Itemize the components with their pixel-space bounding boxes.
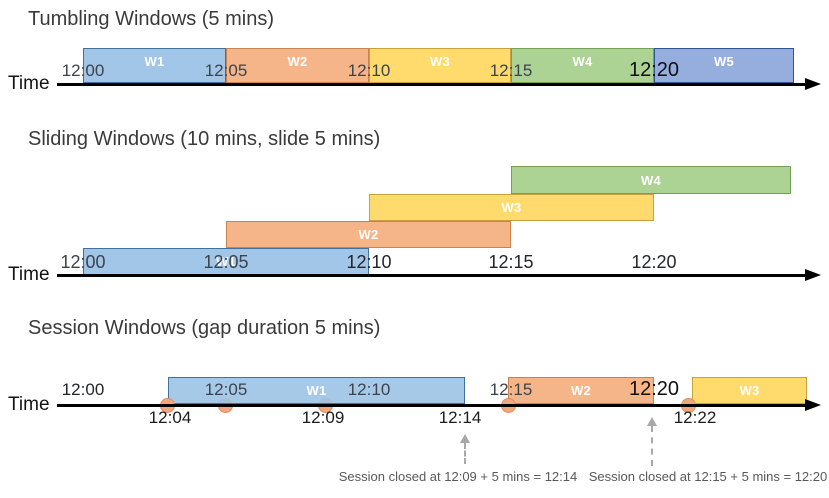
window-label: W1	[306, 383, 327, 398]
session-close-annotation: Session closed at 12:15 + 5 mins = 12:20	[588, 469, 828, 484]
sliding-section-title: Sliding Windows (10 mins, slide 5 mins)	[28, 128, 381, 150]
event-time-label: 12:14	[438, 408, 482, 427]
session-window-w3: W3	[692, 377, 807, 404]
session-window-w2: W2	[508, 377, 654, 404]
sliding-axis-arrow-icon	[805, 269, 821, 281]
sliding-window-w1: W1	[83, 248, 369, 275]
window-label: W3	[739, 383, 760, 398]
window-label: W2	[570, 383, 592, 398]
time-tick: 12:15	[488, 252, 534, 272]
time-tick: 12:10	[346, 252, 392, 272]
time-tick: 12:05	[204, 380, 248, 399]
tumbling-time-axis	[57, 83, 806, 86]
time-tick: 12:20	[631, 252, 677, 272]
time-tick: 12:15	[489, 61, 533, 80]
window-label: W5	[713, 54, 735, 69]
time-tick: 12:00	[60, 252, 106, 272]
window-label: W2	[358, 227, 379, 242]
arrow-head-icon	[460, 434, 470, 443]
window-label: W4	[640, 172, 662, 188]
session-close-arrow-icon	[459, 434, 471, 464]
tumbling-window-w2: W2	[226, 48, 369, 83]
tumbling-window-w1: W1	[83, 48, 226, 83]
time-tick: 12:05	[203, 252, 249, 272]
tumbling-time-axis-label: Time	[8, 73, 50, 94]
window-label: W3	[429, 54, 451, 69]
sliding-window-w2: W2	[226, 221, 511, 248]
sliding-time-axis-label: Time	[8, 264, 50, 285]
tumbling-window-w3: W3	[369, 48, 511, 83]
time-tick: 12:15	[489, 380, 533, 399]
session-time-axis	[57, 404, 806, 407]
session-section-title: Session Windows (gap duration 5 mins)	[28, 317, 381, 339]
arrow-line	[651, 426, 653, 466]
session-window-w1: W1	[168, 377, 465, 404]
time-tick: 12:10	[347, 61, 391, 80]
sliding-window-w3: W3	[369, 194, 654, 221]
window-label: W4	[572, 54, 593, 69]
session-axis-arrow-icon	[805, 399, 821, 411]
window-label: W2	[287, 54, 308, 69]
time-tick: 12:00	[61, 61, 105, 80]
event-time-label: 12:04	[148, 408, 192, 427]
window-label: W1	[144, 54, 165, 69]
window-label: W3	[501, 200, 522, 215]
session-close-annotation: Session closed at 12:09 + 5 mins = 12:14	[338, 469, 578, 484]
session-time-axis-label: Time	[8, 394, 50, 415]
window-label: W1	[215, 254, 237, 269]
event-time-label: 12:22	[673, 408, 717, 427]
arrow-head-icon	[647, 417, 657, 426]
tumbling-axis-arrow-icon	[805, 78, 821, 90]
sliding-time-axis	[57, 274, 806, 277]
tumbling-section-title: Tumbling Windows (5 mins)	[28, 8, 274, 30]
arrow-line	[464, 443, 466, 464]
time-tick: 12:05	[204, 61, 248, 80]
time-tick: 12:20	[628, 378, 680, 400]
time-tick: 12:10	[347, 380, 391, 399]
time-tick: 12:20	[628, 59, 680, 81]
tumbling-window-w5: W5	[654, 48, 794, 83]
event-time-label: 12:09	[301, 408, 345, 427]
tumbling-window-w4: W4	[511, 48, 654, 83]
time-tick: 12:00	[61, 380, 105, 399]
session-close-arrow-icon	[646, 417, 658, 466]
sliding-window-w4: W4	[511, 166, 791, 194]
